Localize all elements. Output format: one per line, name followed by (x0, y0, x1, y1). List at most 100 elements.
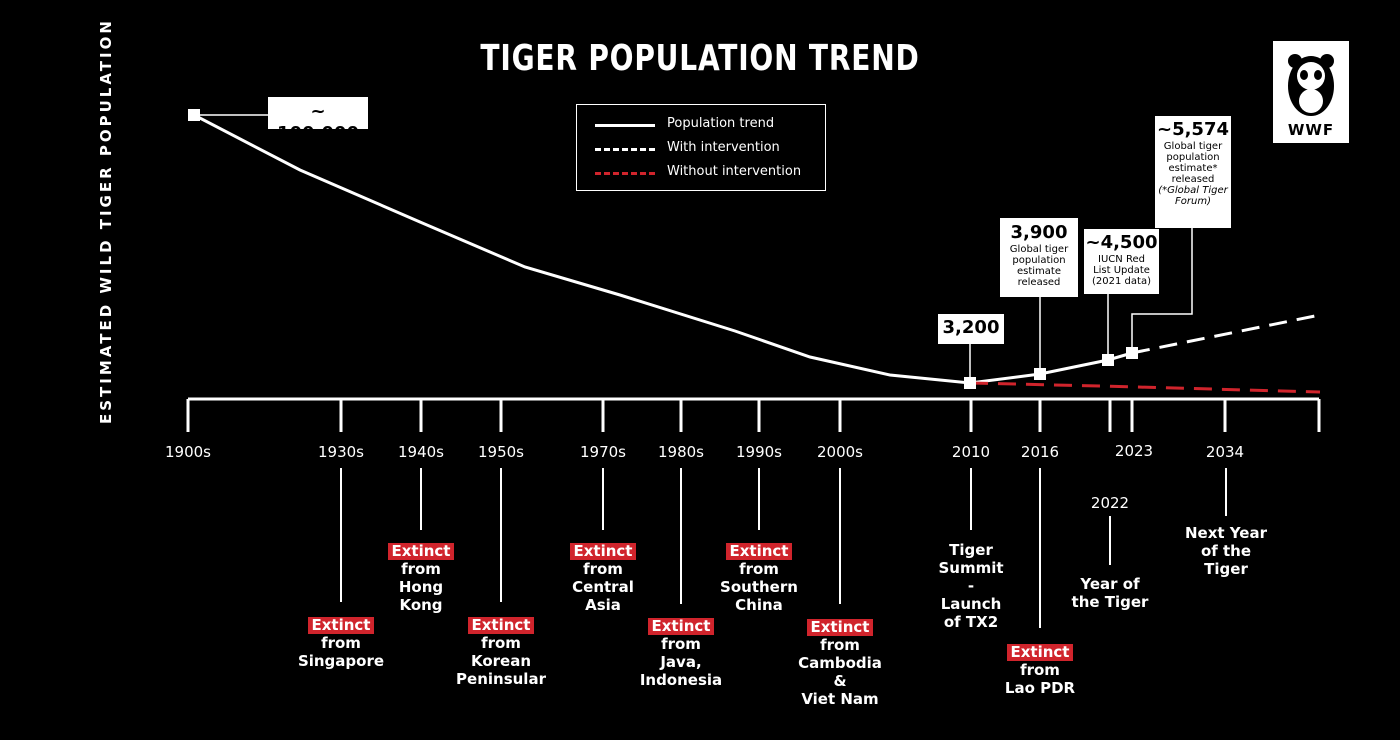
event-connectors (340, 468, 1227, 628)
extinct-tag: Extinct (1006, 644, 1074, 661)
event-text: Peninsular (456, 670, 546, 688)
event-text: from (321, 634, 361, 652)
legend: Population trend With intervention Witho… (576, 104, 826, 191)
callout-line: Global tiger (1009, 244, 1069, 255)
event-2022: Year of the Tiger (1050, 575, 1170, 611)
event-2000s: Extinct from Cambodia & Viet Nam (780, 618, 900, 709)
event-text: from (1020, 661, 1060, 679)
axis-ticks (186, 399, 1321, 432)
event-text: of TX2 (943, 613, 999, 631)
callout-value: ~ 100,000 (277, 101, 359, 144)
event-text: from (583, 560, 623, 578)
tick-label-2010: 2010 (951, 443, 991, 461)
event-1940s: Extinct from Hong Kong (361, 542, 481, 614)
event-text: Asia (585, 596, 621, 614)
callout-line: Global tiger (1163, 141, 1223, 152)
callout-2022: ~4,500 IUCN Red List Update (2021 data) (1084, 229, 1159, 294)
callout-2016: 3,900 Global tiger population estimate r… (1000, 218, 1078, 297)
callout-line: (2021 data) (1092, 276, 1151, 287)
event-text: Central (572, 578, 634, 596)
event-text: Tiger (1204, 560, 1248, 578)
tick-label-2034: 2034 (1205, 443, 1245, 461)
legend-swatch-dashed-white (595, 148, 655, 151)
event-1970s: Extinct from Central Asia (543, 542, 663, 614)
event-text: Summit (938, 559, 1004, 577)
event-1950s: Extinct from Korean Peninsular (441, 616, 561, 689)
chart-title: TIGER POPULATION TREND (480, 38, 920, 79)
event-text: from (401, 560, 441, 578)
tick-label-2016: 2016 (1020, 443, 1060, 461)
extinct-tag: Extinct (387, 543, 455, 560)
tick-label-1900s: 1900s (165, 443, 211, 461)
tick-label-1980s: 1980s (658, 443, 704, 461)
extinct-tag: Extinct (647, 618, 715, 635)
event-text: Lao PDR (1004, 679, 1076, 697)
series-without-intervention (969, 381, 1321, 394)
event-text: - (967, 577, 975, 595)
callout-line: estimate (1016, 266, 1061, 277)
tick-label-1930s: 1930s (318, 443, 364, 461)
callout-line: released (1017, 277, 1061, 288)
event-text: from (739, 560, 779, 578)
event-text: Korean (470, 652, 532, 670)
event-text: Java, (660, 653, 702, 671)
event-text: from (481, 634, 521, 652)
callout-note: (*Global Tiger Forum) (1158, 185, 1228, 207)
wwf-logo: WWF (1273, 41, 1349, 143)
event-text: Tiger (949, 541, 993, 559)
event-text: & (833, 672, 847, 690)
tick-label-1990s: 1990s (736, 443, 782, 461)
panda-icon (1288, 54, 1334, 116)
extinct-tag: Extinct (569, 543, 637, 560)
legend-item-without-intervention: Without intervention (577, 161, 827, 185)
data-point-2016 (1034, 368, 1046, 380)
event-text: Indonesia (639, 671, 723, 689)
callout-2023: ~5,574 Global tiger population estimate*… (1155, 116, 1231, 228)
data-point-1900s (188, 109, 200, 121)
legend-label: Without intervention (667, 164, 802, 179)
event-text: Launch (940, 595, 1002, 613)
legend-item-with-intervention: With intervention (577, 137, 827, 161)
event-text: from (661, 635, 701, 653)
event-text: Southern (720, 578, 798, 596)
leader-2023 (1131, 228, 1193, 353)
extinct-tag: Extinct (806, 619, 874, 636)
series-population-trend (193, 113, 1133, 385)
tick-label-1940s: 1940s (398, 443, 444, 461)
callout-line: estimate* (1168, 163, 1218, 174)
event-text: from (820, 636, 860, 654)
logo-text: WWF (1287, 121, 1335, 139)
event-text: Hong (398, 578, 444, 596)
data-points (188, 109, 1138, 389)
event-1990s: Extinct from Southern China (699, 542, 819, 615)
data-point-2010 (964, 377, 976, 389)
event-2010: Tiger Summit - Launch of TX2 (911, 541, 1031, 631)
event-2034: Next Year of the Tiger (1166, 524, 1286, 578)
legend-swatch-dashed-red (595, 172, 655, 175)
event-text: of the (1200, 542, 1252, 560)
event-text: Kong (399, 596, 443, 614)
callout-value: 3,900 (1010, 222, 1068, 243)
legend-label: Population trend (667, 116, 775, 131)
callout-line: population (1166, 152, 1220, 163)
legend-label: With intervention (667, 140, 780, 155)
event-text: Year of (1080, 575, 1140, 593)
data-point-2023 (1126, 347, 1138, 359)
legend-item-population-trend: Population trend (577, 113, 827, 137)
callout-1900: ~ 100,000 (268, 97, 368, 144)
tick-label-2022: 2022 (1090, 494, 1130, 512)
event-2016: Extinct from Lao PDR (980, 643, 1100, 698)
callout-2010: 3,200 (938, 314, 1004, 344)
tick-label-1970s: 1970s (580, 443, 626, 461)
callout-line: released (1171, 174, 1215, 185)
event-text: Singapore (297, 652, 385, 670)
callout-value: 3,200 (942, 317, 1000, 338)
callout-value: ~5,574 (1156, 119, 1230, 140)
tick-label-2023: 2023 (1114, 442, 1154, 460)
tick-label-1950s: 1950s (478, 443, 524, 461)
extinct-tag: Extinct (725, 543, 793, 560)
legend-swatch-solid (595, 124, 655, 127)
event-text: the Tiger (1071, 593, 1149, 611)
event-text: Next Year (1185, 524, 1267, 542)
event-1930s: Extinct from Singapore (281, 616, 401, 671)
